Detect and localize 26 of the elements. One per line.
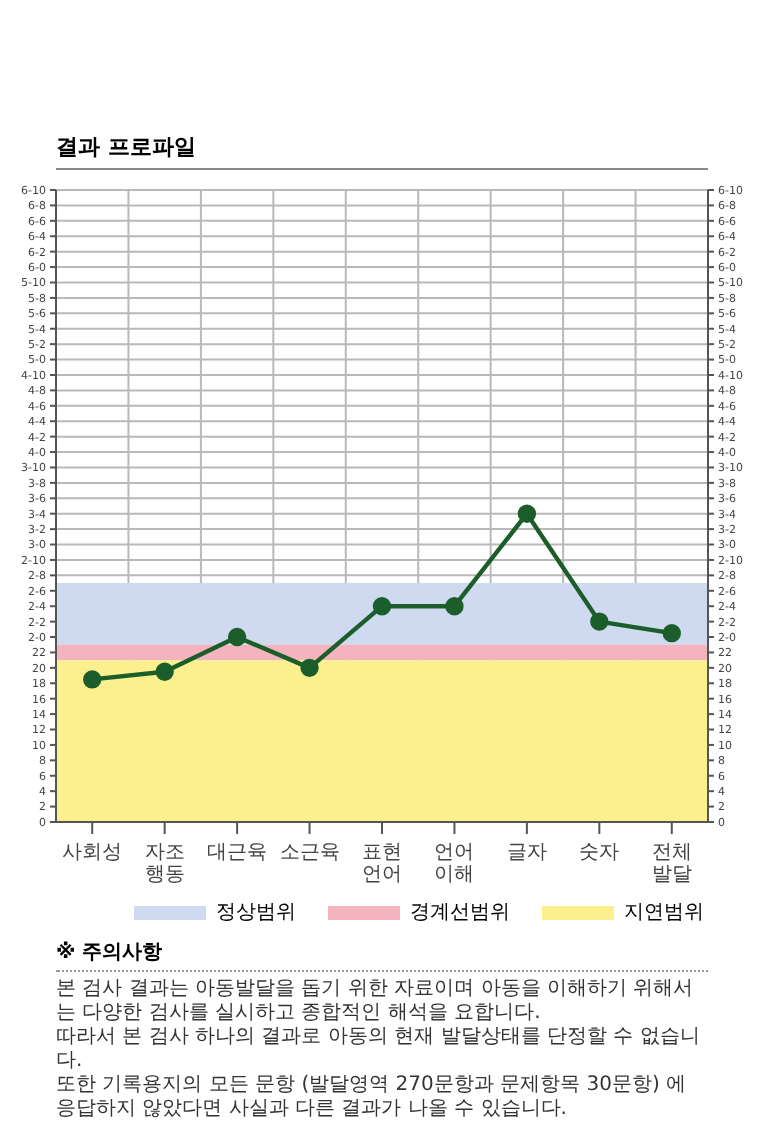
x-tick-label: 대근육 (207, 842, 268, 864)
text: ※ 주의사항 (56, 942, 708, 972)
point (445, 597, 464, 616)
point (300, 658, 319, 678)
x-tick-label: 사회성 (62, 842, 123, 864)
point (590, 612, 609, 631)
point (372, 597, 392, 616)
x-tick-label: 전체발달 (651, 842, 692, 886)
point (662, 623, 681, 643)
point (155, 662, 174, 681)
text: 본 검사 결과는 아동발달을 돕기 위한 자료이며 아동을 이해하기 위해서는 다양한 검사를 실시하고 종합적인 해석을 요합니다. (56, 978, 696, 1026)
x-tick-label: 자조행동 (144, 842, 185, 886)
x-tick-label: 숫자 (579, 842, 620, 864)
point (83, 670, 102, 689)
x-tick-label: 언어이해 (434, 842, 475, 886)
text: 따라서 본 검사 하나의 결과로 아동의 현재 발달상태를 단정할 수 없습니다. (56, 1026, 702, 1074)
legend-label: 경계선범위 (410, 900, 510, 926)
chart-title: 결과 프로파일 (56, 132, 708, 170)
text: 또한 기록용지의 모든 문항 (발달영역 270문항과 문제항목 30문항) 에 응답하지 않았다면 사실과 다른 결과가 나올 수 있습니다. (56, 1074, 689, 1122)
point (227, 627, 247, 647)
legend-label: 지연범위 (624, 900, 704, 926)
x-tick-label: 소근육 (279, 842, 340, 864)
x-tick-label: 글자 (506, 842, 547, 864)
x-tick-label: 표현언어 (362, 842, 402, 886)
point (517, 504, 537, 523)
legend-label: 정상범위 (216, 900, 296, 926)
